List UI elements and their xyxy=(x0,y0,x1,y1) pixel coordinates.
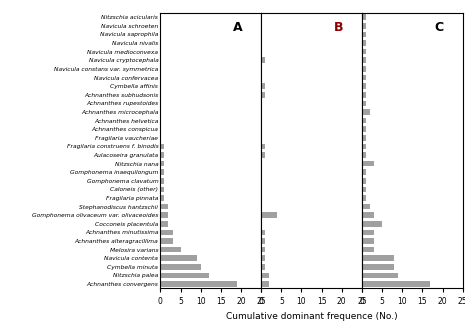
Bar xyxy=(362,264,394,270)
Bar xyxy=(362,273,398,278)
Bar xyxy=(362,126,366,132)
Bar xyxy=(362,49,366,54)
Bar xyxy=(160,144,165,149)
Bar xyxy=(261,273,269,278)
Bar xyxy=(362,187,366,192)
Bar xyxy=(362,40,366,46)
Bar xyxy=(362,15,366,20)
Bar xyxy=(362,66,366,72)
Bar xyxy=(160,213,168,218)
Bar xyxy=(362,109,370,115)
Bar xyxy=(362,118,366,123)
Bar xyxy=(261,255,265,261)
Bar xyxy=(362,247,374,252)
Bar xyxy=(160,152,165,158)
Bar xyxy=(160,273,209,278)
Bar xyxy=(261,57,265,63)
Text: B: B xyxy=(334,21,343,34)
Bar xyxy=(160,161,165,166)
Bar xyxy=(362,238,374,244)
Bar xyxy=(261,144,265,149)
Text: C: C xyxy=(434,21,444,34)
Bar xyxy=(362,135,366,141)
Bar xyxy=(362,281,431,287)
Bar xyxy=(160,204,168,209)
Bar xyxy=(362,213,374,218)
Bar xyxy=(261,152,265,158)
Bar xyxy=(362,221,382,226)
Bar xyxy=(362,195,366,201)
Bar xyxy=(261,83,265,89)
Text: A: A xyxy=(233,21,243,34)
Bar xyxy=(362,32,366,37)
Bar xyxy=(362,169,366,175)
Bar xyxy=(362,230,374,235)
Bar xyxy=(160,169,165,175)
Bar xyxy=(362,255,394,261)
Bar xyxy=(362,57,366,63)
Text: Cumulative dominant frequence (No.): Cumulative dominant frequence (No.) xyxy=(226,312,398,321)
Bar xyxy=(160,255,197,261)
Bar xyxy=(362,161,374,166)
Bar xyxy=(261,238,265,244)
Bar xyxy=(261,264,265,270)
Bar xyxy=(362,83,366,89)
Bar xyxy=(362,178,366,184)
Bar xyxy=(160,230,173,235)
Bar xyxy=(362,144,366,149)
Bar xyxy=(362,152,366,158)
Bar xyxy=(362,100,366,106)
Bar xyxy=(261,213,277,218)
Bar xyxy=(160,178,165,184)
Bar xyxy=(362,23,366,29)
Bar xyxy=(261,281,269,287)
Bar xyxy=(362,204,370,209)
Bar xyxy=(362,92,366,98)
Bar xyxy=(261,230,265,235)
Bar xyxy=(261,247,265,252)
Bar xyxy=(160,195,165,201)
Bar xyxy=(261,92,265,98)
Bar xyxy=(160,238,173,244)
Bar xyxy=(160,281,237,287)
Bar xyxy=(160,247,180,252)
Bar xyxy=(160,187,165,192)
Bar xyxy=(362,75,366,80)
Bar xyxy=(160,264,201,270)
Bar xyxy=(160,221,168,226)
